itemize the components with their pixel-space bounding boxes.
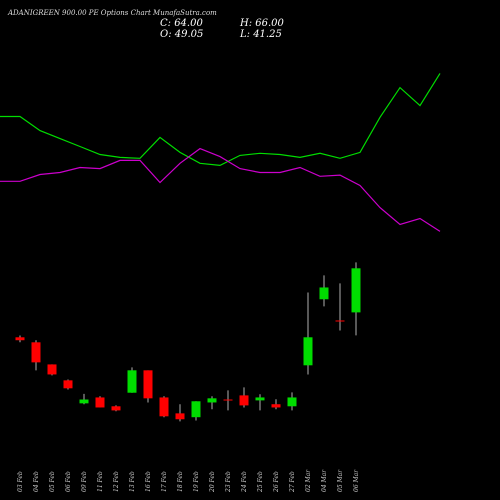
chart-title: ADANIGREEN 900.00 PE Options Chart Munaf…	[7, 9, 217, 17]
candle-body	[175, 413, 185, 420]
x-tick-label: 12 Feb	[113, 471, 120, 492]
candle-body	[335, 320, 345, 322]
candle-body	[95, 397, 105, 408]
x-tick-label: 24 Feb	[241, 471, 248, 493]
candle-body	[159, 397, 169, 417]
x-tick-label: 05 Feb	[49, 471, 56, 492]
candle-body	[287, 397, 297, 407]
x-tick-label: 11 Feb	[97, 471, 104, 492]
x-tick-label: 25 Feb	[257, 471, 264, 493]
candle-body	[271, 404, 281, 408]
candle-body	[239, 395, 249, 406]
candle-body	[223, 399, 233, 401]
info-label: H: 66.00	[239, 18, 285, 29]
x-tick-label: 05 Mar	[337, 469, 344, 492]
candle-body	[111, 406, 121, 411]
candle-body	[47, 364, 57, 375]
x-tick-label: 13 Feb	[129, 471, 136, 492]
x-tick-label: 26 Feb	[273, 471, 280, 493]
x-tick-label: 03 Feb	[17, 471, 24, 492]
x-tick-label: 16 Feb	[145, 471, 152, 492]
candle-body	[319, 287, 329, 300]
candle-body	[303, 337, 313, 366]
x-tick-label: 20 Feb	[209, 471, 216, 493]
x-tick-label: 27 Feb	[289, 471, 296, 493]
info-label: C: 64.00	[160, 18, 203, 29]
x-tick-label: 04 Feb	[33, 471, 40, 492]
info-label: L: 41.25	[239, 29, 282, 40]
candle-body	[31, 342, 41, 363]
candle-body	[79, 399, 89, 404]
candle-body	[207, 398, 217, 403]
x-tick-label: 17 Feb	[161, 471, 168, 492]
x-tick-label: 18 Feb	[177, 471, 184, 492]
x-tick-label: 06 Mar	[353, 469, 360, 492]
line	[0, 73, 441, 167]
x-tick-label: 04 Mar	[321, 469, 328, 492]
x-tick-label: 06 Feb	[65, 471, 72, 492]
x-tick-label: 02 Mar	[305, 469, 312, 492]
line	[0, 147, 441, 232]
x-tick-label: 09 Feb	[81, 471, 88, 492]
candle-body	[15, 337, 25, 341]
candle-body	[63, 380, 73, 389]
candle-body	[351, 268, 361, 313]
info-label: O: 49.05	[160, 29, 203, 40]
x-tick-label: 23 Feb	[225, 471, 232, 493]
candle-body	[127, 370, 137, 393]
candle-body	[191, 401, 201, 418]
candle-body	[255, 397, 265, 401]
x-tick-label: 19 Feb	[193, 471, 200, 492]
candle-body	[143, 370, 153, 399]
